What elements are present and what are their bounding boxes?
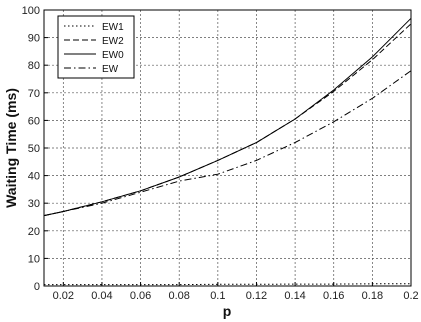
y-tick-label: 50	[28, 143, 40, 155]
x-tick-label: 0.08	[168, 290, 189, 302]
legend-entry-ew: EW	[102, 64, 119, 75]
y-tick-label: 20	[28, 226, 40, 238]
y-tick-label: 10	[28, 253, 40, 265]
series-line-ew1	[44, 283, 411, 286]
x-axis-title: p	[223, 303, 232, 319]
legend-entry-ew2: EW2	[102, 36, 124, 47]
series-layer	[43, 17, 412, 286]
legend-entry-ew0: EW0	[102, 50, 124, 61]
x-tick-label: 0.16	[323, 290, 344, 302]
y-tick-label: 70	[28, 88, 40, 100]
x-axis-ticks: 0.02 0.04 0.06 0.08 0.1 0.12 0.14 0.16 0.18 0.2	[53, 282, 419, 302]
y-axis-title: Waiting Time (ms)	[3, 88, 19, 208]
x-tick-label: 0.18	[362, 290, 383, 302]
x-tick-label: 0.1	[210, 290, 225, 302]
y-tick-label: 60	[28, 115, 40, 127]
y-axis-ticks: 0 10 20 30 40 50 60 70 80 90 100	[22, 5, 48, 293]
legend: EW1 EW2 EW0 EW	[57, 15, 135, 79]
y-tick-label: 80	[28, 60, 40, 72]
x-tick-label: 0.04	[91, 290, 112, 302]
x-tick-label: 0.06	[130, 290, 151, 302]
series-line-ew	[43, 70, 412, 217]
legend-entry-ew1: EW1	[102, 22, 124, 33]
y-tick-label: 0	[34, 281, 40, 293]
x-tick-label: 0.02	[53, 290, 74, 302]
series-line-ew0	[43, 17, 412, 217]
x-tick-label: 0.2	[403, 290, 418, 302]
x-tick-label: 0.14	[284, 290, 305, 302]
y-tick-label: 100	[22, 5, 40, 17]
y-tick-label: 90	[28, 33, 40, 45]
y-tick-label: 30	[28, 198, 40, 210]
x-tick-label: 0.12	[246, 290, 267, 302]
y-tick-label: 40	[28, 171, 40, 183]
